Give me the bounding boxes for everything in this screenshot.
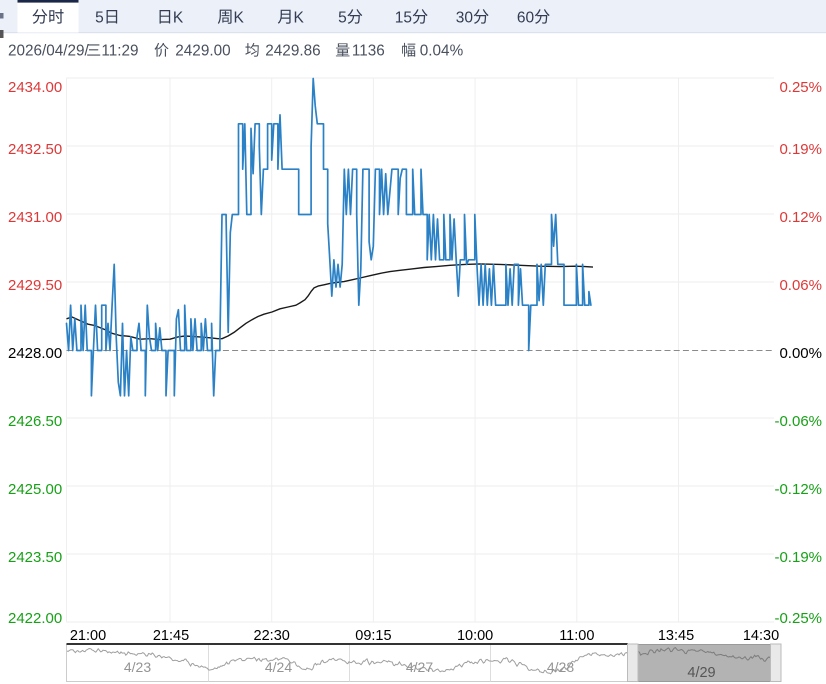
svg-text:1136: 1136 (352, 43, 385, 60)
svg-text:2434.00: 2434.00 (8, 79, 62, 96)
svg-text:0.12%: 0.12% (779, 209, 822, 226)
svg-text:22:30: 22:30 (254, 628, 290, 644)
svg-text:-0.12%: -0.12% (774, 481, 822, 498)
svg-text:13:45: 13:45 (658, 628, 694, 644)
svg-text:4/23: 4/23 (124, 659, 151, 675)
svg-text:-0.06%: -0.06% (774, 413, 822, 430)
svg-text:2429.00: 2429.00 (175, 43, 230, 60)
svg-text:0.06%: 0.06% (779, 277, 822, 294)
svg-text:21:45: 21:45 (153, 628, 189, 644)
svg-text:-0.19%: -0.19% (774, 549, 822, 566)
svg-text:K: K (234, 10, 245, 27)
svg-text:1: 1 (395, 10, 404, 27)
svg-text:5: 5 (403, 10, 412, 27)
svg-text:0.00%: 0.00% (779, 345, 822, 362)
svg-text:4/29: 4/29 (687, 665, 715, 681)
svg-text:10:00: 10:00 (457, 628, 493, 644)
svg-text:11:00: 11:00 (559, 628, 594, 644)
svg-text:K: K (173, 10, 184, 27)
svg-text:2428.00: 2428.00 (8, 345, 62, 362)
svg-text:0: 0 (526, 10, 535, 27)
svg-text:11:29: 11:29 (101, 43, 138, 60)
svg-text:2422.00: 2422.00 (8, 610, 62, 627)
svg-text:5: 5 (338, 10, 347, 27)
svg-text:5: 5 (95, 10, 104, 27)
svg-text:0: 0 (464, 10, 473, 27)
svg-text:K: K (294, 10, 305, 27)
svg-text:-0.25%: -0.25% (774, 610, 822, 627)
svg-text:3: 3 (456, 10, 465, 27)
svg-text:4/27: 4/27 (406, 659, 433, 675)
svg-text:09:15: 09:15 (355, 628, 391, 644)
svg-text:4/24: 4/24 (265, 659, 292, 675)
svg-text:2429.50: 2429.50 (8, 277, 62, 294)
svg-text:21:00: 21:00 (70, 628, 106, 644)
svg-text:4/28: 4/28 (547, 659, 574, 675)
svg-text:2425.00: 2425.00 (8, 481, 62, 498)
svg-text:0.25%: 0.25% (779, 79, 822, 96)
svg-text:2431.00: 2431.00 (8, 209, 62, 226)
svg-text:2026/04/29/: 2026/04/29/ (8, 43, 90, 60)
svg-text:14:30: 14:30 (743, 628, 779, 644)
svg-text:2432.50: 2432.50 (8, 141, 62, 158)
svg-text:0.04%: 0.04% (420, 43, 464, 60)
svg-text:2426.50: 2426.50 (8, 413, 62, 430)
svg-text:0.19%: 0.19% (779, 141, 822, 158)
svg-text:2423.50: 2423.50 (8, 549, 62, 566)
svg-text:6: 6 (517, 10, 526, 27)
svg-text:2429.86: 2429.86 (265, 43, 320, 60)
